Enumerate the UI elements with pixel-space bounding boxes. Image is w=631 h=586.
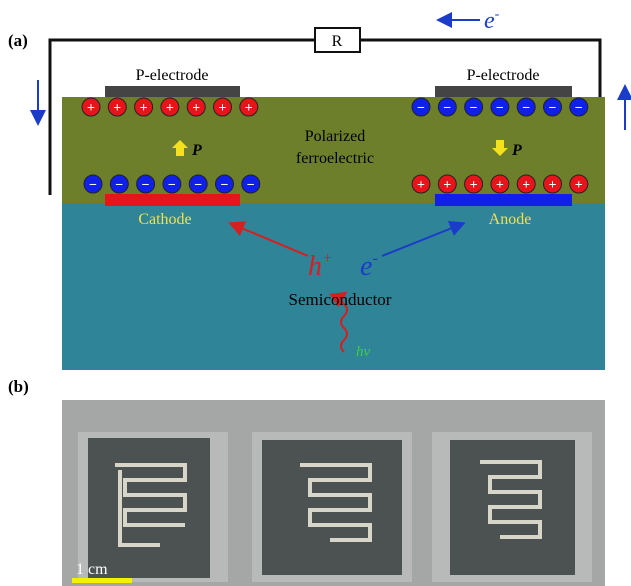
charge-sign: +: [496, 178, 504, 193]
charge: +: [544, 175, 562, 193]
cathode: [105, 194, 240, 206]
charge: −: [242, 175, 260, 193]
charge: +: [214, 98, 232, 116]
semiconductor-label: Semiconductor: [289, 290, 392, 309]
polarization-label: P: [511, 142, 522, 159]
charge: −: [465, 98, 483, 116]
charge: −: [110, 175, 128, 193]
charge: +: [570, 175, 588, 193]
charge: +: [412, 175, 430, 193]
charge-sign: −: [417, 101, 425, 116]
panel-label: (b): [8, 377, 29, 396]
electrode-label: P-electrode: [136, 67, 209, 84]
charge-sign: +: [245, 101, 253, 116]
charge: +: [82, 98, 100, 116]
resistor-label: R: [332, 33, 343, 50]
charge-sign: −: [247, 178, 255, 193]
charge: +: [465, 175, 483, 193]
charge: −: [137, 175, 155, 193]
charge: −: [163, 175, 181, 193]
carrier-label: e-: [484, 7, 500, 34]
charge-sign: −: [470, 101, 478, 116]
charge: −: [438, 98, 456, 116]
charge-sign: +: [87, 101, 95, 116]
charge-sign: +: [219, 101, 227, 116]
scale-label: 1 cm: [76, 561, 108, 578]
charge-sign: +: [140, 101, 148, 116]
charge-sign: +: [443, 178, 451, 193]
charge: +: [161, 98, 179, 116]
sample: [78, 432, 592, 582]
charge: −: [216, 175, 234, 193]
charge-sign: +: [192, 101, 200, 116]
layer-label: ferroelectric: [296, 150, 374, 167]
charge: +: [187, 98, 205, 116]
charge: −: [517, 98, 535, 116]
layer-label: Polarized: [305, 128, 365, 145]
charge-sign: −: [142, 178, 150, 193]
charge: −: [412, 98, 430, 116]
charge-sign: −: [443, 101, 451, 116]
panel-label: (a): [8, 31, 28, 50]
charge: −: [84, 175, 102, 193]
figure: (a) R e- P-electrode P-electrode + + + + + + +…: [0, 0, 631, 586]
electrode: [105, 86, 240, 97]
charge-sign: −: [115, 178, 123, 193]
charge-sign: −: [496, 101, 504, 116]
scale-bar: [72, 578, 132, 583]
charge: −: [570, 98, 588, 116]
charge-sign: +: [470, 178, 478, 193]
charge-sign: −: [194, 178, 202, 193]
electrode: [435, 86, 572, 97]
charge: −: [189, 175, 207, 193]
anode-label: Anode: [489, 211, 532, 228]
charge-sign: +: [522, 178, 530, 193]
charge-sign: +: [166, 101, 174, 116]
charge: +: [240, 98, 258, 116]
cathode-label: Cathode: [138, 211, 191, 228]
charge-sign: −: [522, 101, 530, 116]
charge: +: [517, 175, 535, 193]
charge-sign: −: [575, 101, 583, 116]
charge: +: [438, 175, 456, 193]
charge: −: [491, 98, 509, 116]
charge-sign: +: [417, 178, 425, 193]
polarization-label: P: [191, 142, 202, 159]
charge-sign: +: [549, 178, 557, 193]
charge: +: [491, 175, 509, 193]
electrode-label: P-electrode: [467, 67, 540, 84]
charge-sign: −: [549, 101, 557, 116]
charge: +: [108, 98, 126, 116]
charge-sign: −: [89, 178, 97, 193]
charge: +: [135, 98, 153, 116]
photon-label: hv: [356, 344, 371, 360]
semiconductor-layer: [62, 203, 605, 370]
anode: [435, 194, 572, 206]
charge-sign: −: [168, 178, 176, 193]
charge-sign: +: [575, 178, 583, 193]
charge-sign: −: [221, 178, 229, 193]
charge: −: [544, 98, 562, 116]
charge-sign: +: [113, 101, 121, 116]
